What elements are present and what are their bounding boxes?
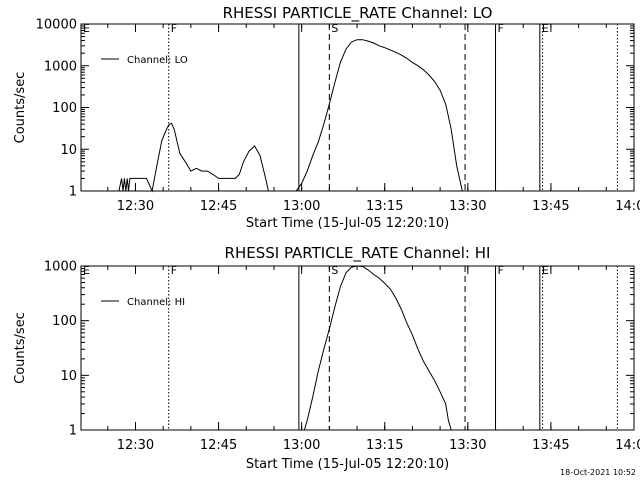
y-tick-label: 1 bbox=[69, 185, 77, 200]
y-axis-label: Counts/sec bbox=[13, 312, 28, 384]
x-tick-label: 12:30 bbox=[117, 199, 154, 214]
x-tick-label: 12:30 bbox=[117, 438, 154, 453]
chart-panel-1: RHESSI PARTICLE_RATE Channel: LO 12:30 12:… bbox=[13, 4, 640, 231]
event-marker-label: E bbox=[83, 264, 90, 277]
x-axis-label: Start Time (15-Jul-05 12:20:10) bbox=[246, 216, 449, 231]
y-tick-label: 1000 bbox=[44, 260, 77, 275]
x-tick-label: 14:00 bbox=[615, 199, 640, 214]
y-tick-label: 1000 bbox=[44, 59, 77, 74]
x-tick-label: 13:15 bbox=[366, 438, 403, 453]
series-line-1 bbox=[118, 39, 463, 193]
legend-label: Channel: HI bbox=[127, 297, 185, 308]
footer-timestamp: 18-Oct-2021 10:52 bbox=[560, 468, 636, 477]
event-marker-label: S bbox=[331, 264, 338, 277]
event-marker-label: E bbox=[542, 264, 549, 277]
x-axis-label: Start Time (15-Jul-05 12:20:10) bbox=[246, 457, 449, 472]
legend-label: Channel: LO bbox=[127, 55, 188, 66]
event-marker-label: F bbox=[498, 264, 504, 277]
event-marker-label: E bbox=[542, 22, 549, 35]
y-tick-label: 100 bbox=[52, 101, 77, 116]
y-axis-label: Counts/sec bbox=[13, 72, 28, 144]
plot-frame bbox=[80, 23, 635, 192]
plot-frame bbox=[80, 265, 635, 431]
event-marker-label: F bbox=[171, 22, 177, 35]
series-line-1 bbox=[303, 265, 452, 431]
chart-title: RHESSI PARTICLE_RATE Channel: LO bbox=[223, 4, 493, 23]
x-tick-label: 13:15 bbox=[366, 199, 403, 214]
event-marker-label: E bbox=[83, 22, 90, 35]
x-tick-label: 13:00 bbox=[283, 438, 320, 453]
x-tick-label: 12:45 bbox=[200, 438, 237, 453]
x-tick-label: 13:30 bbox=[449, 199, 486, 214]
event-marker-label: F bbox=[498, 22, 504, 35]
y-tick-label: 10 bbox=[60, 143, 77, 158]
x-tick-label: 13:45 bbox=[532, 199, 569, 214]
y-tick-label: 10 bbox=[60, 369, 77, 384]
y-tick-label: 10000 bbox=[36, 18, 77, 33]
chart-panel-2: RHESSI PARTICLE_RATE Channel: HI 12:30 12:… bbox=[13, 244, 640, 472]
x-tick-label: 13:30 bbox=[449, 438, 486, 453]
x-tick-label: 13:00 bbox=[283, 199, 320, 214]
y-tick-label: 100 bbox=[52, 314, 77, 329]
y-tick-label: 1 bbox=[69, 424, 77, 439]
chart-title: RHESSI PARTICLE_RATE Channel: HI bbox=[225, 244, 491, 263]
x-tick-label: 13:45 bbox=[532, 438, 569, 453]
x-tick-label: 14:00 bbox=[615, 438, 640, 453]
event-marker-label: F bbox=[171, 264, 177, 277]
x-tick-label: 12:45 bbox=[200, 199, 237, 214]
event-marker-label: S bbox=[331, 22, 338, 35]
